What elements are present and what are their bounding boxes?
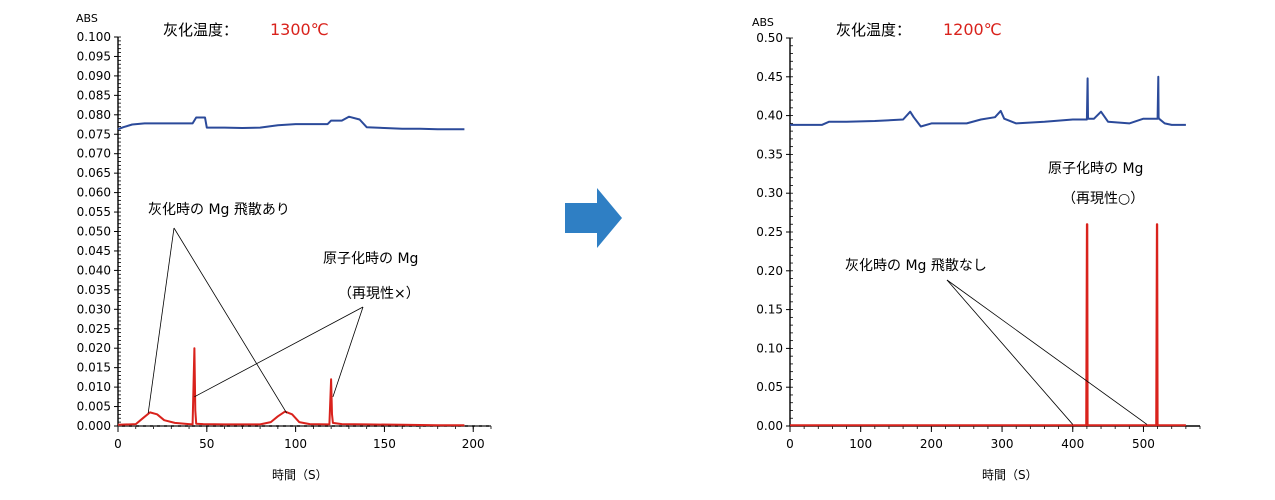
x-tick-label: 100 [849,437,872,451]
y-tick-label: 0.085 [77,88,111,102]
y-tick-label: 0.15 [756,303,783,317]
right-arrow-icon [565,188,622,248]
y-tick-label: 0.025 [77,322,111,336]
y-tick-label: 0.075 [77,127,111,141]
x-tick-label: 400 [1061,437,1084,451]
blue-series-line [790,75,1186,128]
annotation-atomization: 原子化時の Mg [1048,161,1143,177]
x-tick-label: 300 [991,437,1014,451]
annotation-reproducibility: （再現性×） [338,286,420,302]
x-tick-label: 100 [284,437,307,451]
annotation-leader-line [332,306,364,397]
y-tick-label: 0.035 [77,283,111,297]
ash-temp-label: 灰化温度： [163,21,238,39]
y-tick-label: 0.35 [756,147,783,161]
y-tick-label: 0.00 [756,419,783,433]
y-tick-label: 0.50 [756,31,783,45]
x-tick-label: 50 [199,437,214,451]
left-chart-1300c: ABS 灰化温度： 1300℃ 時間（S） 灰化時の Mg 飛散あり 原子化時の… [76,12,492,482]
x-axis-label: 時間（S） [982,468,1038,482]
annotation-leader-line [946,279,1148,425]
y-tick-label: 0.030 [77,302,111,316]
y-tick-label: 0.060 [77,186,111,200]
x-tick-label: 150 [373,437,396,451]
y-axis-label: ABS [76,12,98,25]
y-tick-label: 0.30 [756,186,783,200]
y-tick-label: 0.045 [77,244,111,258]
y-tick-label: 0.45 [756,70,783,84]
y-tick-label: 0.070 [77,147,111,161]
y-tick-label: 0.090 [77,69,111,83]
annotation-leader-line [173,227,288,414]
ash-temp-value: 1200℃ [943,20,1002,39]
x-tick-label: 500 [1132,437,1155,451]
right-chart-1200c: ABS 灰化温度： 1200℃ 時間（S） 灰化時の Mg 飛散なし 原子化時の… [752,16,1201,482]
y-tick-label: 0.065 [77,166,111,180]
ash-temp-value: 1300℃ [270,20,329,39]
y-tick-label: 0.000 [77,419,111,433]
y-tick-label: 0.25 [756,225,783,239]
annotation-atomization: 原子化時の Mg [323,251,418,267]
y-tick-label: 0.055 [77,205,111,219]
x-tick-label: 0 [786,437,794,451]
y-tick-label: 0.100 [77,30,111,44]
x-tick-label: 200 [920,437,943,451]
y-tick-label: 0.050 [77,225,111,239]
annotation-leader-line [946,279,1074,425]
y-tick-label: 0.095 [77,49,111,63]
x-axis-label: 時間（S） [272,468,328,482]
red-series-line [117,347,465,427]
y-tick-label: 0.40 [756,109,783,123]
annotation-leader-line [147,227,175,414]
annotation-reproducibility: （再現性○） [1062,191,1144,207]
y-tick-label: 0.040 [77,263,111,277]
y-tick-label: 0.10 [756,341,783,355]
y-tick-label: 0.020 [77,341,111,355]
y-tick-label: 0.010 [77,380,111,394]
ash-temp-label: 灰化温度： [836,21,911,39]
x-tick-label: 200 [462,437,485,451]
y-tick-label: 0.05 [756,380,783,394]
red-series-line [790,223,1186,427]
x-tick-label: 0 [114,437,122,451]
y-axis-label: ABS [752,16,774,29]
annotation-ash-no-scatter: 灰化時の Mg 飛散なし [845,258,987,274]
y-tick-label: 0.015 [77,361,111,375]
y-tick-label: 0.20 [756,264,783,278]
y-tick-label: 0.080 [77,108,111,122]
y-tick-label: 0.005 [77,400,111,414]
blue-series-line [117,115,465,131]
annotation-leader-line [194,306,364,398]
annotation-ash-scatter: 灰化時の Mg 飛散あり [148,202,290,218]
